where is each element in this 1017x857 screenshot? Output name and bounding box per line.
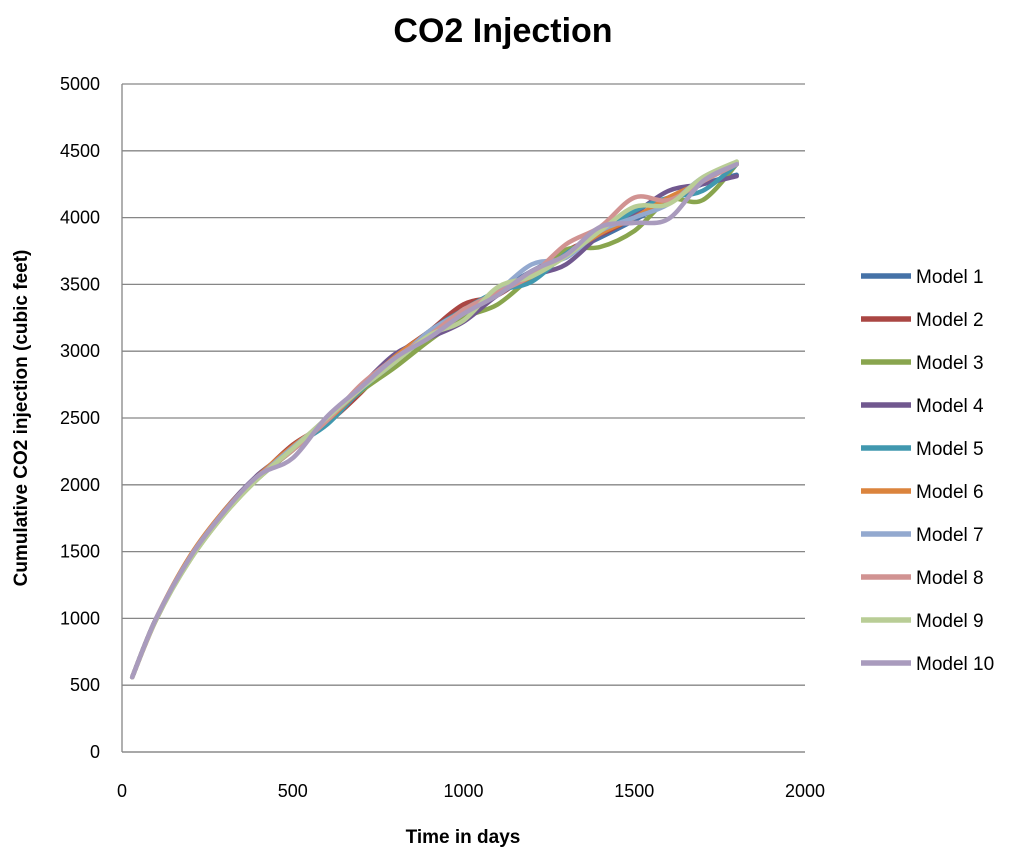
x-tick-labels: 0 500 1000 1500 2000 [117,781,825,801]
legend-label-model-4: Model 4 [916,396,984,417]
y-tick-label: 5000 [60,74,100,94]
y-tick-label: 1000 [60,608,100,628]
y-tick-label: 2000 [60,475,100,495]
legend: Model 1 Model 2 Model 3 Model 4 Model 5 Model… [861,267,994,675]
x-axis-title: Time in days [406,827,521,848]
y-tick-label: 3000 [60,341,100,361]
y-tick-label: 3500 [60,274,100,294]
series-line-model-8 [129,161,739,680]
legend-label-model-7: Model 7 [916,525,984,546]
series-line-model-7 [129,160,739,680]
y-tick-label: 0 [90,742,100,762]
x-tick-label: 1000 [443,781,483,801]
legend-label-model-3: Model 3 [916,353,984,374]
x-tick-label: 500 [278,781,308,801]
y-tick-label: 1500 [60,542,100,562]
y-tick-label: 4500 [60,141,100,161]
series-line-model-1 [129,172,739,680]
series-line-model-5 [129,161,739,680]
y-tick-label: 500 [70,675,100,695]
y-tick-labels: 0 500 1000 1500 2000 2500 3000 3500 4000 4500 5000 [60,74,100,762]
series-line-model-2 [129,161,739,680]
x-tick-label: 2000 [785,781,825,801]
legend-label-model-6: Model 6 [916,482,984,503]
series-line-model-3 [129,161,739,680]
legend-label-model-8: Model 8 [916,568,984,589]
y-tick-label: 4000 [60,208,100,228]
legend-label-model-5: Model 5 [916,439,984,460]
legend-label-model-9: Model 9 [916,611,984,632]
gridlines [122,83,805,753]
y-tick-label: 2500 [60,408,100,428]
series-line-model-10 [129,161,739,680]
x-tick-label: 1500 [614,781,654,801]
x-tick-label: 0 [117,781,127,801]
y-axis-title: Cumulative CO2 injection (cubic feet) [11,250,32,587]
series-line-model-9 [129,159,739,680]
chart-title: CO2 Injection [393,12,612,50]
legend-label-model-10: Model 10 [916,654,994,675]
series-line-model-4 [129,173,739,680]
series-lines [129,159,739,680]
series-line-model-6 [129,160,739,680]
legend-label-model-2: Model 2 [916,310,984,331]
legend-label-model-1: Model 1 [916,267,984,288]
axes [121,84,805,753]
